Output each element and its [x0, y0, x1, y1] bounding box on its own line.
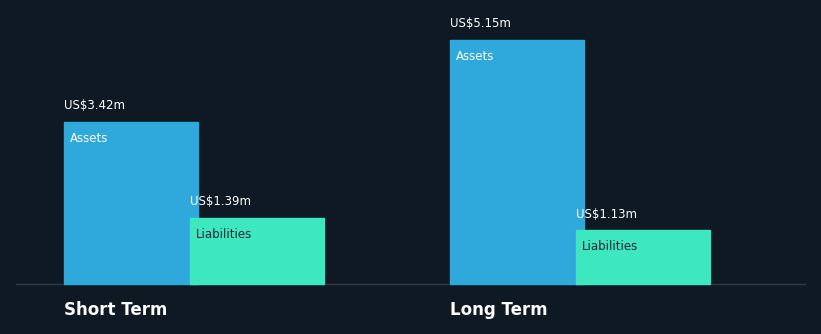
Text: US$5.15m: US$5.15m	[450, 17, 511, 30]
Text: US$3.42m: US$3.42m	[64, 99, 125, 112]
Bar	[190, 218, 323, 284]
Bar	[64, 122, 198, 284]
Text: Assets: Assets	[456, 50, 494, 63]
Bar	[576, 230, 710, 284]
Text: US$1.13m: US$1.13m	[576, 208, 637, 221]
Bar	[450, 40, 584, 284]
Text: US$1.39m: US$1.39m	[190, 195, 250, 208]
Text: Liabilities: Liabilities	[582, 240, 639, 253]
Text: Assets: Assets	[70, 132, 108, 145]
Text: Short Term: Short Term	[64, 301, 167, 319]
Text: Liabilities: Liabilities	[196, 228, 252, 241]
Text: Long Term: Long Term	[450, 301, 548, 319]
